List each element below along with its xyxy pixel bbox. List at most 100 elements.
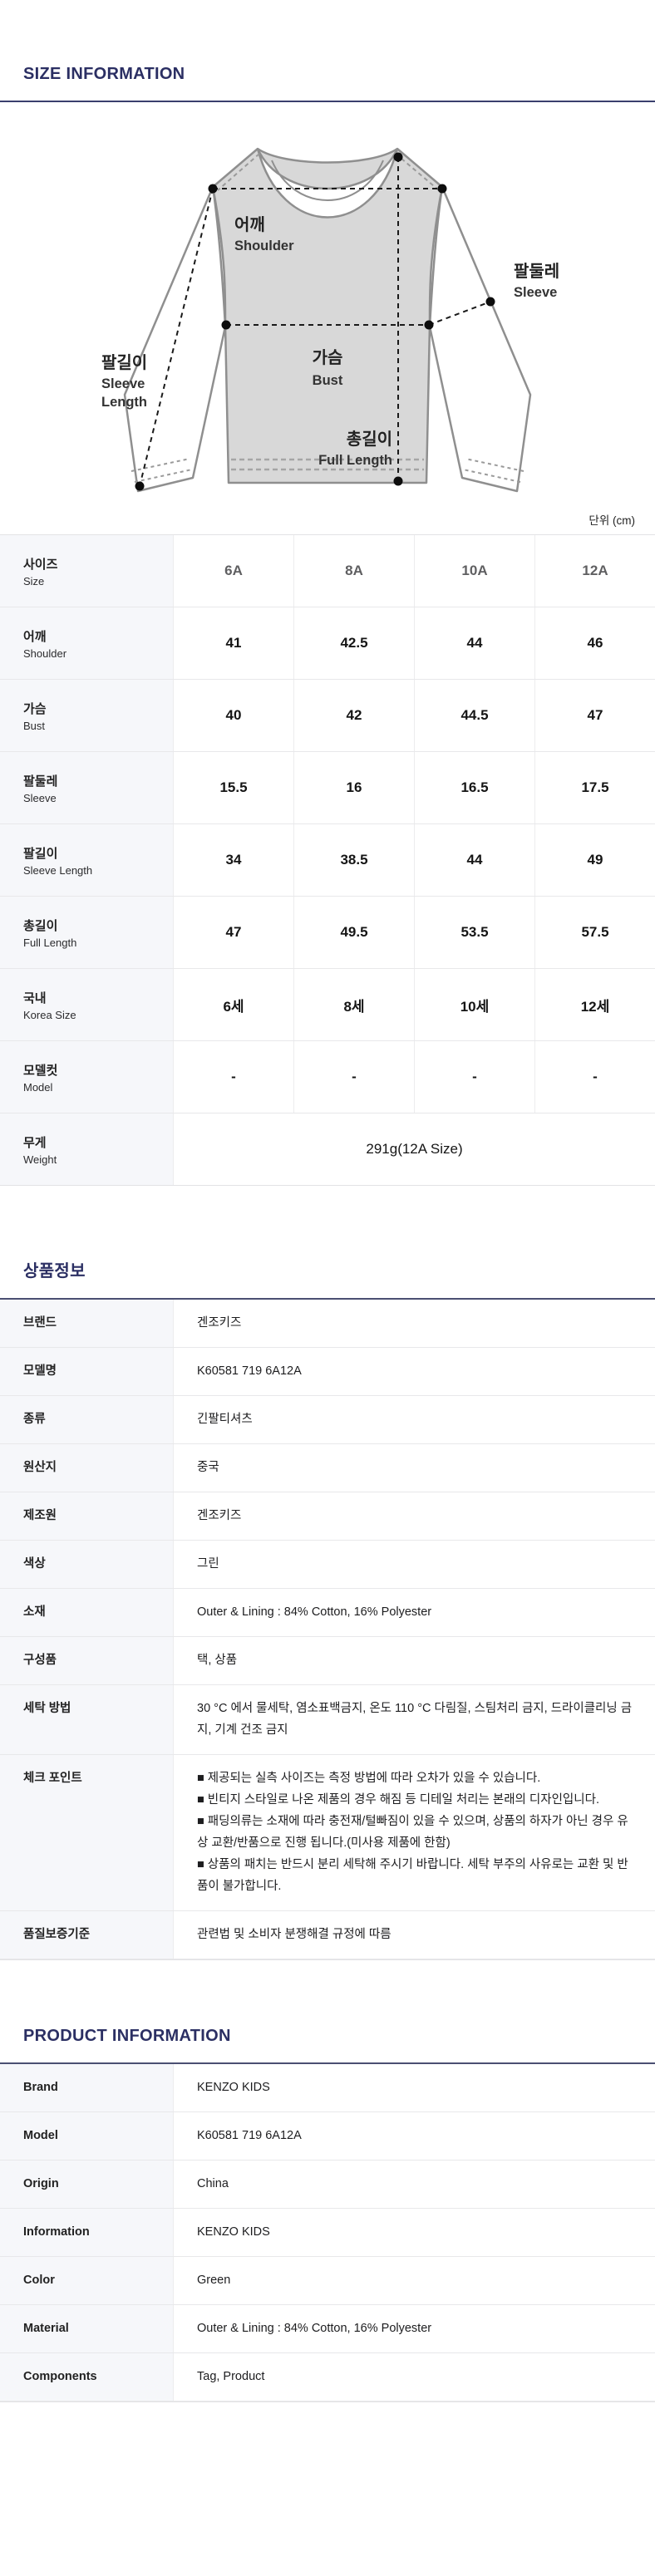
size-value: 12세 <box>534 969 655 1040</box>
diagram-sleeve-len-label-en2: Length <box>101 395 147 410</box>
size-row-label: 팔길이 Sleeve Length <box>0 824 173 896</box>
size-row-label-en: Sleeve Length <box>23 863 93 877</box>
info-row-label: Material <box>0 2305 173 2352</box>
size-value: 53.5 <box>414 897 534 968</box>
size-header-label: 사이즈 Size <box>0 535 173 607</box>
size-row-label: 모델컷 Model <box>0 1041 173 1113</box>
size-value: 47 <box>534 680 655 751</box>
info-row-value: 30 °C 에서 물세탁, 염소표백금지, 온도 110 °C 다림질, 스팀처… <box>173 1685 655 1754</box>
size-value: 44 <box>414 607 534 679</box>
size-value: 40 <box>173 680 293 751</box>
info-row-value: K60581 719 6A12A <box>173 2112 655 2160</box>
info-row-value: Green <box>173 2257 655 2304</box>
size-value: 15.5 <box>173 752 293 823</box>
size-value: - <box>414 1041 534 1113</box>
size-value: 49.5 <box>293 897 414 968</box>
info-row: 품질보증기준 관련법 및 소비자 분쟁해결 규정에 따름 <box>0 1911 655 1959</box>
size-row-label: 팔둘레 Sleeve <box>0 752 173 823</box>
right-cuff-stitch <box>462 458 524 483</box>
size-table-header-row: 사이즈 Size 6A 8A 10A 12A <box>0 535 655 607</box>
diagram-sleeve-circ-label-ko: 팔둘레 <box>514 262 559 281</box>
info-row: 원산지 중국 <box>0 1444 655 1492</box>
size-value: 16 <box>293 752 414 823</box>
product-info-ko-table: 브랜드 겐조키즈 모델명 K60581 719 6A12A 종류 긴팔티셔츠 원… <box>0 1298 655 1960</box>
info-row-value: 긴팔티셔츠 <box>173 1396 655 1443</box>
weight-row-label-ko: 무게 <box>23 1135 47 1150</box>
size-table-row: 모델컷 Model - - - - <box>0 1041 655 1113</box>
size-value: 44.5 <box>414 680 534 751</box>
diagram-shoulder-label-en: Shoulder <box>234 238 294 253</box>
size-col-10a: 10A <box>414 535 534 607</box>
size-table-row: 가슴 Bust 40 42 44.5 47 <box>0 680 655 752</box>
size-row-label-ko: 모델컷 <box>23 1063 58 1078</box>
diagram-bust-label-ko: 가슴 <box>313 348 343 367</box>
left-cuff-stitch <box>131 458 193 483</box>
product-info-en-table: Brand KENZO KIDS Model K60581 719 6A12A … <box>0 2062 655 2402</box>
info-row-label: Origin <box>0 2161 173 2208</box>
size-row-label-ko: 어깨 <box>23 629 47 644</box>
info-row-value: 중국 <box>173 1444 655 1492</box>
hem-stitch <box>231 458 424 471</box>
diagram-full-len-label-ko: 총길이 <box>347 430 392 449</box>
size-section-title: SIZE INFORMATION <box>23 65 185 83</box>
size-table: 사이즈 Size 6A 8A 10A 12A 어깨 Shoulder 41 42… <box>0 534 655 1186</box>
info-row: 체크 포인트 ■ 제공되는 실측 사이즈는 측정 방법에 따라 오차가 있을 수… <box>0 1755 655 1911</box>
info-row-label: 원산지 <box>0 1444 173 1492</box>
size-value: 41 <box>173 607 293 679</box>
size-row-label: 국내 Korea Size <box>0 969 173 1040</box>
size-table-row: 어깨 Shoulder 41 42.5 44 46 <box>0 607 655 680</box>
info-row: 소재 Outer & Lining : 84% Cotton, 16% Poly… <box>0 1589 655 1637</box>
diagram-sleeve-len-label-en1: Sleeve <box>101 376 145 391</box>
info-row-value: KENZO KIDS <box>173 2064 655 2111</box>
info-row-label: Model <box>0 2112 173 2160</box>
size-table-row: 국내 Korea Size 6세 8세 10세 12세 <box>0 969 655 1041</box>
size-value: 57.5 <box>534 897 655 968</box>
info-row-label: 세탁 방법 <box>0 1685 173 1754</box>
shoulder-stitch <box>217 153 440 191</box>
sleeve-circ-measure-line <box>428 301 491 326</box>
measure-dots <box>135 152 495 491</box>
size-value: - <box>293 1041 414 1113</box>
size-value: - <box>534 1041 655 1113</box>
size-row-label-en: Full Length <box>23 936 77 949</box>
info-row: 종류 긴팔티셔츠 <box>0 1396 655 1444</box>
size-value: 44 <box>414 824 534 896</box>
shirt-left-sleeve <box>123 185 227 493</box>
size-row-label: 가슴 Bust <box>0 680 173 751</box>
size-value: 42 <box>293 680 414 751</box>
size-value: 16.5 <box>414 752 534 823</box>
shirt-body <box>211 147 444 484</box>
info-row-label: Color <box>0 2257 173 2304</box>
diagram-sleeve-len-label-ko: 팔길이 <box>101 353 147 372</box>
size-row-label: 어깨 Shoulder <box>0 607 173 679</box>
info-row: 색상 그린 <box>0 1541 655 1589</box>
size-header-label-en: Size <box>23 574 45 587</box>
info-row: Components Tag, Product <box>0 2353 655 2401</box>
info-row: Color Green <box>0 2257 655 2305</box>
size-row-label-ko: 팔둘레 <box>23 774 58 789</box>
info-row-label: 품질보증기준 <box>0 1911 173 1959</box>
info-row-value: 겐조키즈 <box>173 1492 655 1540</box>
size-row-label-ko: 팔길이 <box>23 846 58 861</box>
info-row-value: 택, 상품 <box>173 1637 655 1684</box>
weight-row-label-en: Weight <box>23 1153 57 1166</box>
info-row-value: KENZO KIDS <box>173 2209 655 2256</box>
size-value: 49 <box>534 824 655 896</box>
unit-label: 단위 (cm) <box>589 514 635 527</box>
info-row-label: 모델명 <box>0 1348 173 1395</box>
diagram-sleeve-circ-label-en: Sleeve <box>514 285 557 300</box>
product-info-ko-title: 상품정보 <box>23 1262 86 1281</box>
info-row-label: 제조원 <box>0 1492 173 1540</box>
size-table-row: 팔둘레 Sleeve 15.5 16 16.5 17.5 <box>0 752 655 824</box>
info-row: Origin China <box>0 2161 655 2209</box>
info-row: 제조원 겐조키즈 <box>0 1492 655 1541</box>
info-row-value: K60581 719 6A12A <box>173 1348 655 1395</box>
info-row-value: Outer & Lining : 84% Cotton, 16% Polyest… <box>173 2305 655 2352</box>
info-row-value: 겐조키즈 <box>173 1300 655 1347</box>
size-value: 38.5 <box>293 824 414 896</box>
info-row-label: 구성품 <box>0 1637 173 1684</box>
size-col-12a: 12A <box>534 535 655 607</box>
size-value: - <box>173 1041 293 1113</box>
info-row-label: 종류 <box>0 1396 173 1443</box>
size-row-label-ko: 총길이 <box>23 918 58 933</box>
